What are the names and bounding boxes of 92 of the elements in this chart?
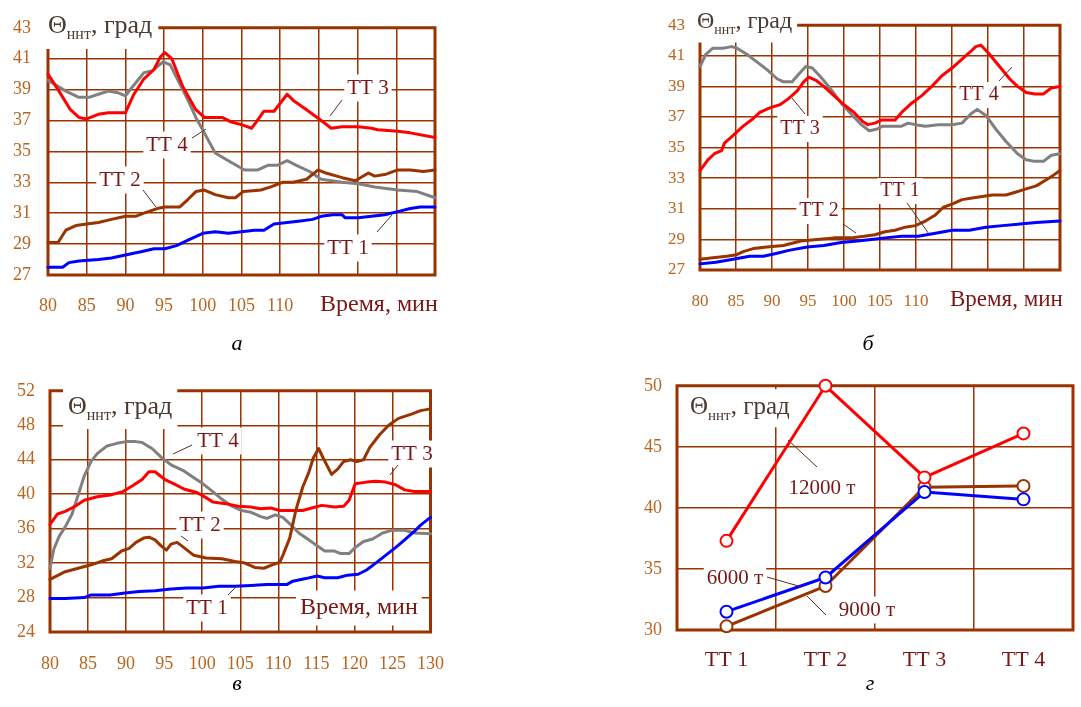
series-label: ТТ 1 [186,594,228,619]
y-tick-label: 44 [17,448,35,469]
y-tick-label: 39 [13,78,31,99]
series-label: ТТ 2 [179,511,221,536]
series-label: ТТ 4 [197,427,240,452]
x-tick-label: 120 [340,652,368,673]
x-tick-label: 80 [39,294,57,315]
text: а [231,330,243,355]
x-tick-label: 85 [727,290,745,310]
x-axis-title: Время, мин [300,593,418,620]
point [818,378,833,393]
x-tick-label: 85 [79,652,98,673]
y-tick-label: 37 [668,106,686,126]
y-tick-label: 35 [668,137,685,157]
y-tick-label: 31 [668,198,685,218]
point [1016,478,1031,493]
y-tick-label: 24 [17,620,35,641]
y-tick-label: 52 [17,379,35,400]
point [719,533,734,548]
series-label: ТТ 3 [780,116,820,139]
x-tick-label: 105 [867,290,893,310]
x-tick-label: 130 [417,652,444,673]
point [719,604,734,619]
point [917,485,932,500]
y-tick-label: 43 [668,14,685,34]
x-tick-label: 105 [228,294,255,315]
y-tick-label: 29 [13,232,31,253]
x-tick-label: 110 [265,652,292,673]
point [719,619,734,634]
x-tick-label: ТТ 4 [1001,645,1046,671]
series-label: ТТ 1 [880,178,920,201]
x-tick-label: 95 [155,652,174,673]
y-tick-label: 43 [13,16,31,37]
text: в [232,670,242,695]
y-tick-label: 40 [644,496,662,517]
y-tick-label: 40 [17,482,35,503]
y-tick-label: 30 [644,618,662,639]
x-tick-label: ТТ 2 [803,645,848,671]
y-tick-label: 32 [17,551,35,572]
y-tick-label: 33 [668,167,685,187]
series-label: ТТ 1 [327,234,369,259]
y-tick-label: 31 [13,201,31,222]
y-tick-label: 27 [668,259,686,279]
y-tick-label: 37 [13,109,31,130]
y-tick-label: 27 [13,263,31,284]
y-tick-label: 28 [17,586,35,607]
x-tick-label: ТТ 3 [902,645,947,671]
x-tick-label: 115 [303,652,330,673]
series-label: ТТ 4 [146,131,189,156]
x-tick-label: 100 [188,652,216,673]
y-tick-label: 48 [17,413,35,434]
series-label: 6000 т [706,564,764,589]
x-tick-label: 95 [155,294,174,315]
x-tick-label: 85 [77,294,96,315]
y-tick-label: 41 [13,47,31,68]
x-tick-label: 90 [763,290,781,310]
series-label: 9000 т [838,596,896,621]
series-label: ТТ 3 [347,74,389,99]
x-tick-label: 80 [41,652,59,673]
y-tick-label: 35 [13,140,31,161]
point [917,470,932,485]
series-label: ТТ 2 [799,198,839,221]
x-axis-title: Время, мин [320,290,438,317]
x-tick-label: 110 [267,294,294,315]
y-tick-label: 45 [644,435,662,456]
series-label: ТТ 3 [391,440,433,465]
point [1016,426,1031,441]
series-label: ТТ 2 [99,166,141,191]
x-tick-label: 125 [378,652,406,673]
y-tick-label: 39 [668,75,685,95]
y-tick-label: 36 [17,517,35,538]
text: г [865,670,875,695]
x-tick-label: ТТ 1 [704,645,749,671]
x-tick-label: 80 [691,290,709,310]
y-tick-label: 50 [644,374,662,395]
point [1016,492,1031,507]
y-tick-label: 35 [644,557,662,578]
point [818,570,833,585]
y-tick-label: 33 [13,171,31,192]
series-label: ТТ 4 [959,82,999,105]
text: б [862,330,874,355]
x-tick-label: 95 [799,290,817,310]
x-tick-label: 90 [116,294,135,315]
y-tick-label: 41 [668,45,685,65]
x-tick-label: 90 [117,652,136,673]
x-tick-label: 100 [189,294,217,315]
x-axis-title: Время, мин [950,286,1063,312]
y-tick-label: 29 [668,228,685,248]
x-tick-label: 105 [226,652,254,673]
series-label: 12000 т [788,474,856,499]
x-tick-label: 100 [831,290,857,310]
x-tick-label: 110 [903,290,929,310]
